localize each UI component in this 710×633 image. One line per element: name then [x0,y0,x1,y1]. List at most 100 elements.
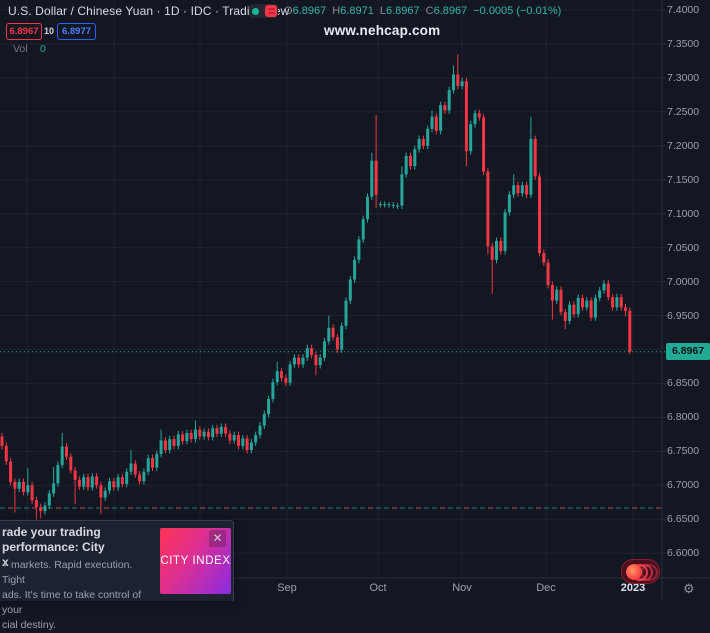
price-axis-label: 7.4000 [667,4,700,16]
ad-close-icon[interactable]: ✕ [209,530,226,547]
candle-body [13,481,17,489]
candle-body [60,446,64,465]
time-axis-label: Nov [452,582,472,594]
candle-body [628,310,632,352]
ad-title-line2: x [2,555,9,569]
candle-body [378,204,382,206]
candle-body [387,204,391,206]
candle-body [585,300,589,308]
candle-body [383,204,387,206]
ad-banner[interactable]: rade your trading performance: City x + … [0,520,234,631]
record-dot-icon [626,563,642,580]
candle-body [4,445,8,462]
candle-body [602,283,606,291]
candle-body [142,471,146,482]
candle-body [133,463,137,475]
candle-body [482,117,486,172]
candlestick-chart[interactable] [0,0,710,600]
candle-body [624,307,627,311]
candle-body [77,479,81,487]
candle-body [366,196,369,220]
candle-body [340,325,344,350]
price-axis-label: 7.2500 [667,105,700,118]
candle-body [125,471,129,484]
candle-body [65,446,68,457]
candle-body [215,428,219,434]
candle-body [598,290,602,298]
candle-body [391,204,395,206]
market-status-toggle[interactable] [249,4,278,18]
candle-body [477,113,481,118]
candle-body [17,481,21,489]
candle-body [138,474,142,482]
candle-body [73,470,77,480]
city-index-logo-text: CITY INDEX [160,555,231,567]
candle-body [292,357,296,365]
candle-body [525,185,529,195]
low-label: L [379,5,386,17]
candle-body [271,382,275,400]
city-index-logo[interactable]: CITY INDEX [160,528,231,594]
candle-body [400,174,404,206]
ohlc-readout: O6.8967 H6.8971 L6.8967 C6.8967 −0.0005 (−0.… [284,5,561,17]
candle-body [409,155,412,167]
candle-body [206,431,210,438]
price-axis-label: 6.7000 [667,479,700,492]
candle-body [404,155,408,175]
candle-body [52,483,56,494]
buy-price-button[interactable]: 6.8977 [57,23,96,40]
candle-body [39,507,43,512]
symbol-title[interactable]: U.S. Dollar / Chinese Yuan · 1D · IDC · … [8,4,290,18]
candle-body [413,149,417,167]
price-axis-label: 6.7500 [667,445,700,458]
candle-body [86,477,90,488]
price-axis-label: 7.3500 [667,37,700,50]
candle-body [507,194,511,213]
record-button[interactable] [621,559,660,584]
volume-label: Vol [13,43,28,55]
candle-body [90,476,94,488]
candle-body [310,348,314,355]
change-value: −0.0005 (−0.01%) [473,5,562,17]
candle-body [331,327,335,338]
time-axis-label: Oct [369,582,387,594]
ad-body-line2: ads. It's time to take control of your [2,589,142,616]
candle-body [447,90,451,111]
candle-body [469,124,473,152]
ad-body-line3: cial destiny. [2,619,57,631]
candle-body [335,337,339,350]
candle-body [129,463,133,472]
sell-price-button[interactable]: 6.8967 [6,23,42,40]
candle-body [155,454,159,468]
candle-body [473,113,477,125]
candle-body [146,458,150,472]
ad-title-line1: rade your trading performance: City [2,525,105,554]
candle-body [314,354,318,366]
candle-body [606,283,610,298]
candle-body [348,279,352,301]
high-value: 6.8971 [340,5,374,17]
close-label: C [425,5,434,17]
candle-body [168,439,172,450]
gear-icon[interactable]: ⚙ [683,581,695,596]
current-price-tag: 6.8967 [666,343,710,360]
volume-value: 0 [40,43,46,55]
price-axis-label: 6.9500 [667,309,700,322]
candle-body [288,364,292,383]
candle-body [211,428,215,438]
candle-body [0,436,4,446]
candle-body [529,139,533,195]
candle-body [615,297,619,308]
candle-body [69,456,73,471]
candle-body [619,297,623,308]
candle-body [30,485,34,501]
candle-body [267,399,271,415]
candle-body [284,378,288,383]
candle-body [228,433,232,441]
candle-body [452,74,455,91]
candle-body [426,128,430,146]
candle-body [357,239,361,260]
candle-body [254,435,258,443]
candle-body [486,171,490,247]
candle-body [185,433,189,442]
